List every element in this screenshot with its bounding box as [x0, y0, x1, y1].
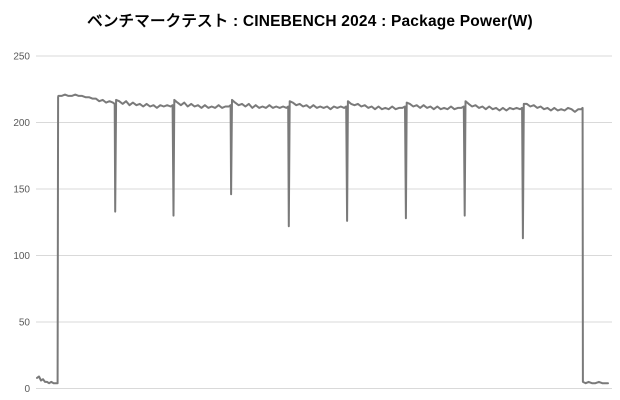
series-package-power-line: [36, 93, 609, 385]
y-tick-label-150: 150: [13, 185, 30, 196]
chart-title: ベンチマークテスト : CINEBENCH 2024 : Package Pow…: [87, 13, 533, 30]
y-tick-label-0: 0: [24, 384, 30, 395]
y-tick-label-100: 100: [13, 251, 30, 262]
y-tick-label-200: 200: [13, 118, 30, 129]
y-tick-label-50: 50: [19, 318, 31, 329]
y-tick-label-250: 250: [13, 52, 30, 63]
